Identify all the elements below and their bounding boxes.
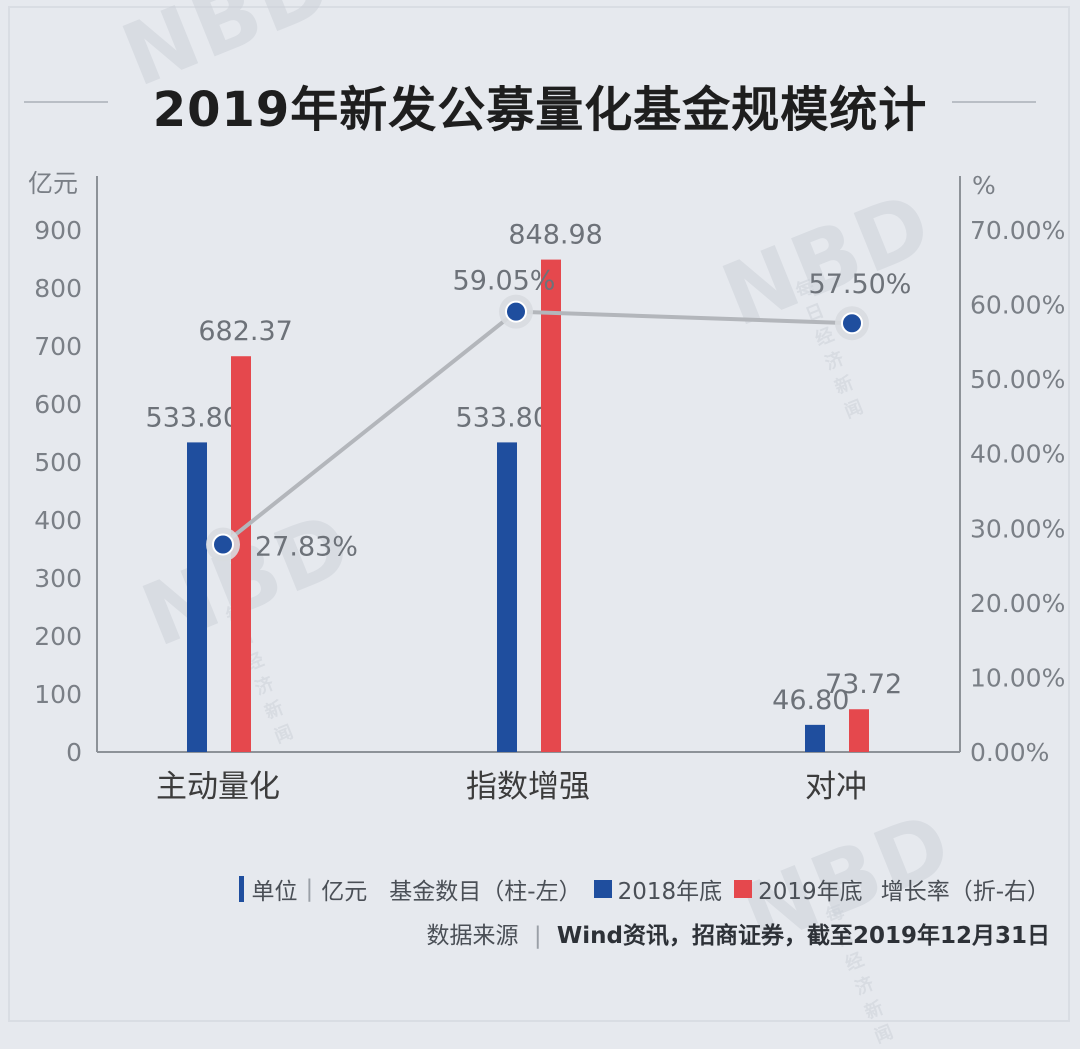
legend-bars-label: 基金数目（柱-左） xyxy=(389,879,582,905)
growth-point xyxy=(505,300,527,323)
bar-value-label: 46.80 xyxy=(772,685,849,716)
left-tick-label: 800 xyxy=(34,274,82,303)
bar-2018 xyxy=(497,442,517,752)
source-label: 数据来源 xyxy=(426,923,519,949)
right-tick-label: 60.00% xyxy=(970,291,1065,320)
infographic: NBD NBD 每日经济新闻 NBD 每日经济新闻 NBD 每日经济新闻 201… xyxy=(8,0,1070,1048)
source-text: Wind资讯，招商证券，截至2019年12月31日 xyxy=(556,923,1050,949)
left-tick-label: 100 xyxy=(34,680,82,709)
growth-rate-label: 57.50% xyxy=(809,269,912,300)
legend-line-label: 增长率（折-右） xyxy=(880,879,1050,905)
legend-2019-label: 2019年底 xyxy=(758,879,863,905)
bar-2018 xyxy=(805,724,825,752)
title-rule-right xyxy=(952,101,1036,103)
bar-value-label: 533.80 xyxy=(456,402,550,433)
source-note: 数据来源 | Wind资讯，招商证券，截至2019年12月31日 xyxy=(427,916,1051,950)
bar-value-label: 533.80 xyxy=(146,402,240,433)
right-tick-label: 50.00% xyxy=(970,365,1065,394)
bar-2018 xyxy=(187,442,207,752)
legend-2018-label: 2018年底 xyxy=(617,879,723,905)
chart-title: 2019年新发公募量化基金规模统计 xyxy=(152,82,928,138)
bar-value-label: 848.98 xyxy=(508,220,602,251)
legend-swatch-2018 xyxy=(593,880,612,898)
left-tick-label: 0 xyxy=(66,738,82,767)
chart-canvas: 亿元 % 0 100 200 300 400 500 600 700 800 900 0.00% 10.0… xyxy=(28,169,1065,805)
bar-2019 xyxy=(849,709,869,752)
unit-value: 亿元 xyxy=(321,879,368,905)
growth-rate-label: 27.83% xyxy=(255,531,358,562)
left-tick-label: 300 xyxy=(34,564,82,593)
legend: 单位 | 亿元 基金数目（柱-左） 2018年底 2019年底 增长率（折-右） xyxy=(238,872,1050,906)
right-tick-label: 0.00% xyxy=(970,738,1049,767)
growth-point xyxy=(212,533,234,556)
growth-point xyxy=(841,312,863,335)
right-tick-label: 40.00% xyxy=(970,440,1065,469)
bar-value-label: 682.37 xyxy=(198,316,292,347)
left-axis-unit: 亿元 xyxy=(28,169,78,198)
right-axis-unit: % xyxy=(972,171,996,200)
category-label: 主动量化 xyxy=(156,769,280,805)
bar-2019 xyxy=(231,356,251,752)
unit-label: 单位 xyxy=(251,879,298,905)
right-tick-label: 70.00% xyxy=(970,216,1065,245)
separator: | xyxy=(533,923,542,949)
left-tick-label: 600 xyxy=(34,390,82,419)
left-tick-label: 400 xyxy=(34,506,82,535)
right-tick-label: 20.00% xyxy=(970,589,1065,618)
right-tick-label: 10.00% xyxy=(970,663,1065,692)
right-tick-label: 30.00% xyxy=(970,514,1065,543)
bar-value-label: 73.72 xyxy=(825,669,902,700)
legend-swatch-2019 xyxy=(734,880,753,898)
bar-2019 xyxy=(541,259,561,752)
left-tick-label: 900 xyxy=(34,216,82,245)
title-rule-left xyxy=(24,101,108,103)
left-tick-label: 200 xyxy=(34,622,82,651)
left-tick-label: 700 xyxy=(34,332,82,361)
category-label: 指数增强 xyxy=(466,769,590,805)
left-tick-label: 500 xyxy=(34,448,82,477)
category-label: 对冲 xyxy=(805,769,867,805)
growth-rate-label: 59.05% xyxy=(453,266,556,297)
page-border xyxy=(8,6,1070,1022)
unit-marker xyxy=(238,876,244,902)
separator: | xyxy=(305,876,314,902)
